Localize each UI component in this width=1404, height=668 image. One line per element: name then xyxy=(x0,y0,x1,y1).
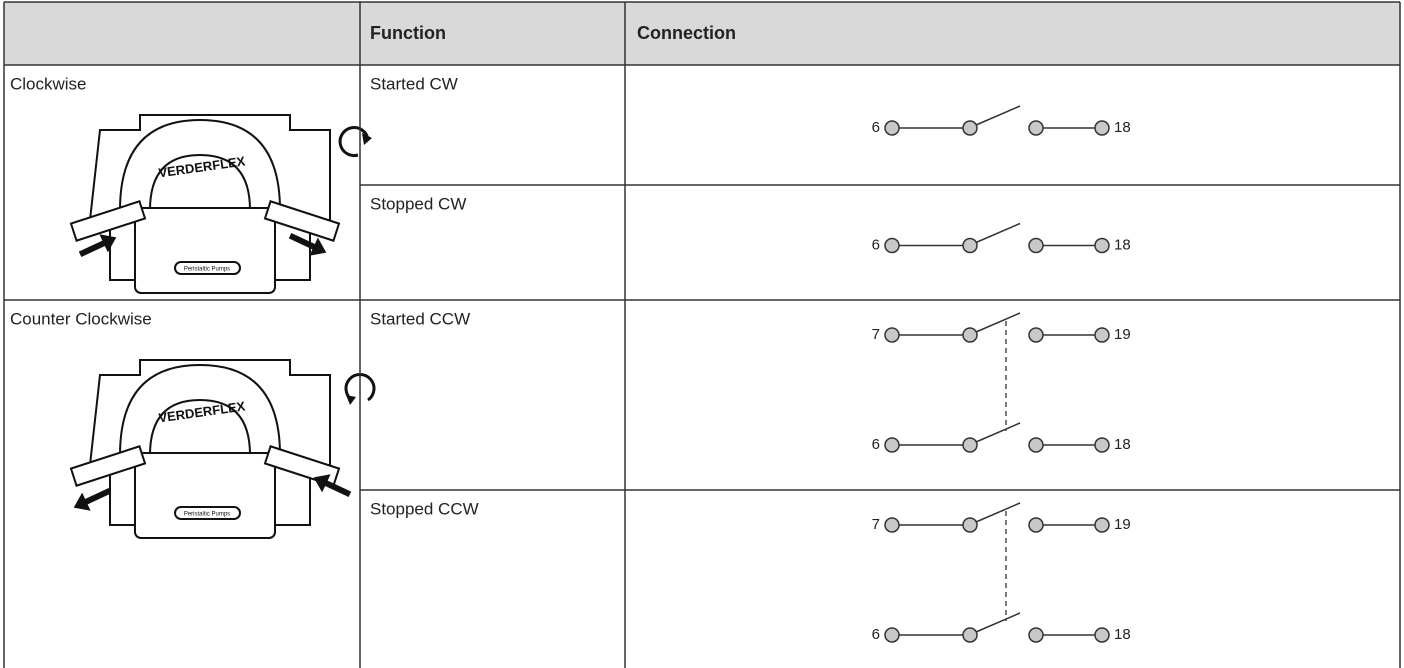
function-cell: Started CCW xyxy=(370,309,470,328)
flow-arrow xyxy=(78,234,117,258)
terminal-label: 18 xyxy=(1114,119,1131,136)
terminal xyxy=(884,437,900,453)
terminal xyxy=(1094,627,1110,643)
rule xyxy=(975,312,1021,333)
terminal-label: 6 xyxy=(872,236,880,253)
badge-text: Peristaltic Pumps xyxy=(184,512,230,518)
terminal xyxy=(1094,437,1110,453)
terminal xyxy=(962,120,978,136)
terminal xyxy=(962,237,978,254)
tube xyxy=(263,445,341,487)
terminal-label: 18 xyxy=(1114,626,1131,643)
terminal-label: 18 xyxy=(1114,236,1131,253)
rotation-head xyxy=(346,395,356,405)
terminal xyxy=(884,237,900,254)
terminal-label: 6 xyxy=(872,626,880,643)
function-cell: Stopped CW xyxy=(370,194,466,213)
rotation-head xyxy=(362,133,372,145)
terminal xyxy=(884,627,900,643)
tube xyxy=(69,445,147,487)
terminal-label: 7 xyxy=(872,326,880,343)
terminal xyxy=(962,437,978,453)
terminal xyxy=(1028,120,1044,136)
terminal-label: 18 xyxy=(1114,436,1131,453)
pump-body xyxy=(134,452,276,539)
pump-arch xyxy=(118,363,282,456)
function-cell: Stopped CCW xyxy=(370,499,479,518)
rule xyxy=(975,222,1021,244)
terminal xyxy=(1028,627,1044,643)
terminal xyxy=(1094,517,1110,533)
terminal xyxy=(884,517,900,533)
rule xyxy=(975,502,1021,523)
terminal xyxy=(962,517,978,533)
terminal-label: 6 xyxy=(872,436,880,453)
rule xyxy=(975,422,1021,443)
function-cell: Started CW xyxy=(370,74,458,93)
terminal-label: 19 xyxy=(1114,516,1131,533)
pump-body xyxy=(134,207,276,294)
terminal xyxy=(962,327,978,343)
header-cell: Connection xyxy=(637,23,736,43)
rule xyxy=(975,612,1021,633)
row-label: Counter Clockwise xyxy=(10,309,152,328)
terminal xyxy=(884,120,900,136)
terminal-label: 19 xyxy=(1114,326,1131,343)
terminal xyxy=(1028,237,1044,254)
header-bg xyxy=(4,2,1400,65)
flow-arrow xyxy=(73,487,112,511)
terminal xyxy=(1028,327,1044,343)
badge xyxy=(174,261,241,275)
terminal xyxy=(1094,120,1110,136)
terminal xyxy=(1028,437,1044,453)
row-label: Clockwise xyxy=(10,74,87,93)
terminal xyxy=(1094,327,1110,343)
tube xyxy=(69,200,147,242)
pump-arch xyxy=(118,118,282,211)
terminal-label: 6 xyxy=(872,119,880,136)
badge-text: Peristaltic Pumps xyxy=(184,267,230,273)
tube xyxy=(263,200,341,242)
badge xyxy=(174,506,241,520)
flow-arrow xyxy=(313,474,352,498)
rule xyxy=(975,105,1021,126)
rotation-arrow xyxy=(338,126,370,158)
terminal xyxy=(1028,517,1044,533)
terminal xyxy=(962,627,978,643)
terminal xyxy=(884,327,900,343)
terminal xyxy=(1094,237,1110,254)
flow-arrow xyxy=(288,232,327,256)
header-cell: Function xyxy=(370,23,446,43)
terminal-label: 7 xyxy=(872,516,880,533)
